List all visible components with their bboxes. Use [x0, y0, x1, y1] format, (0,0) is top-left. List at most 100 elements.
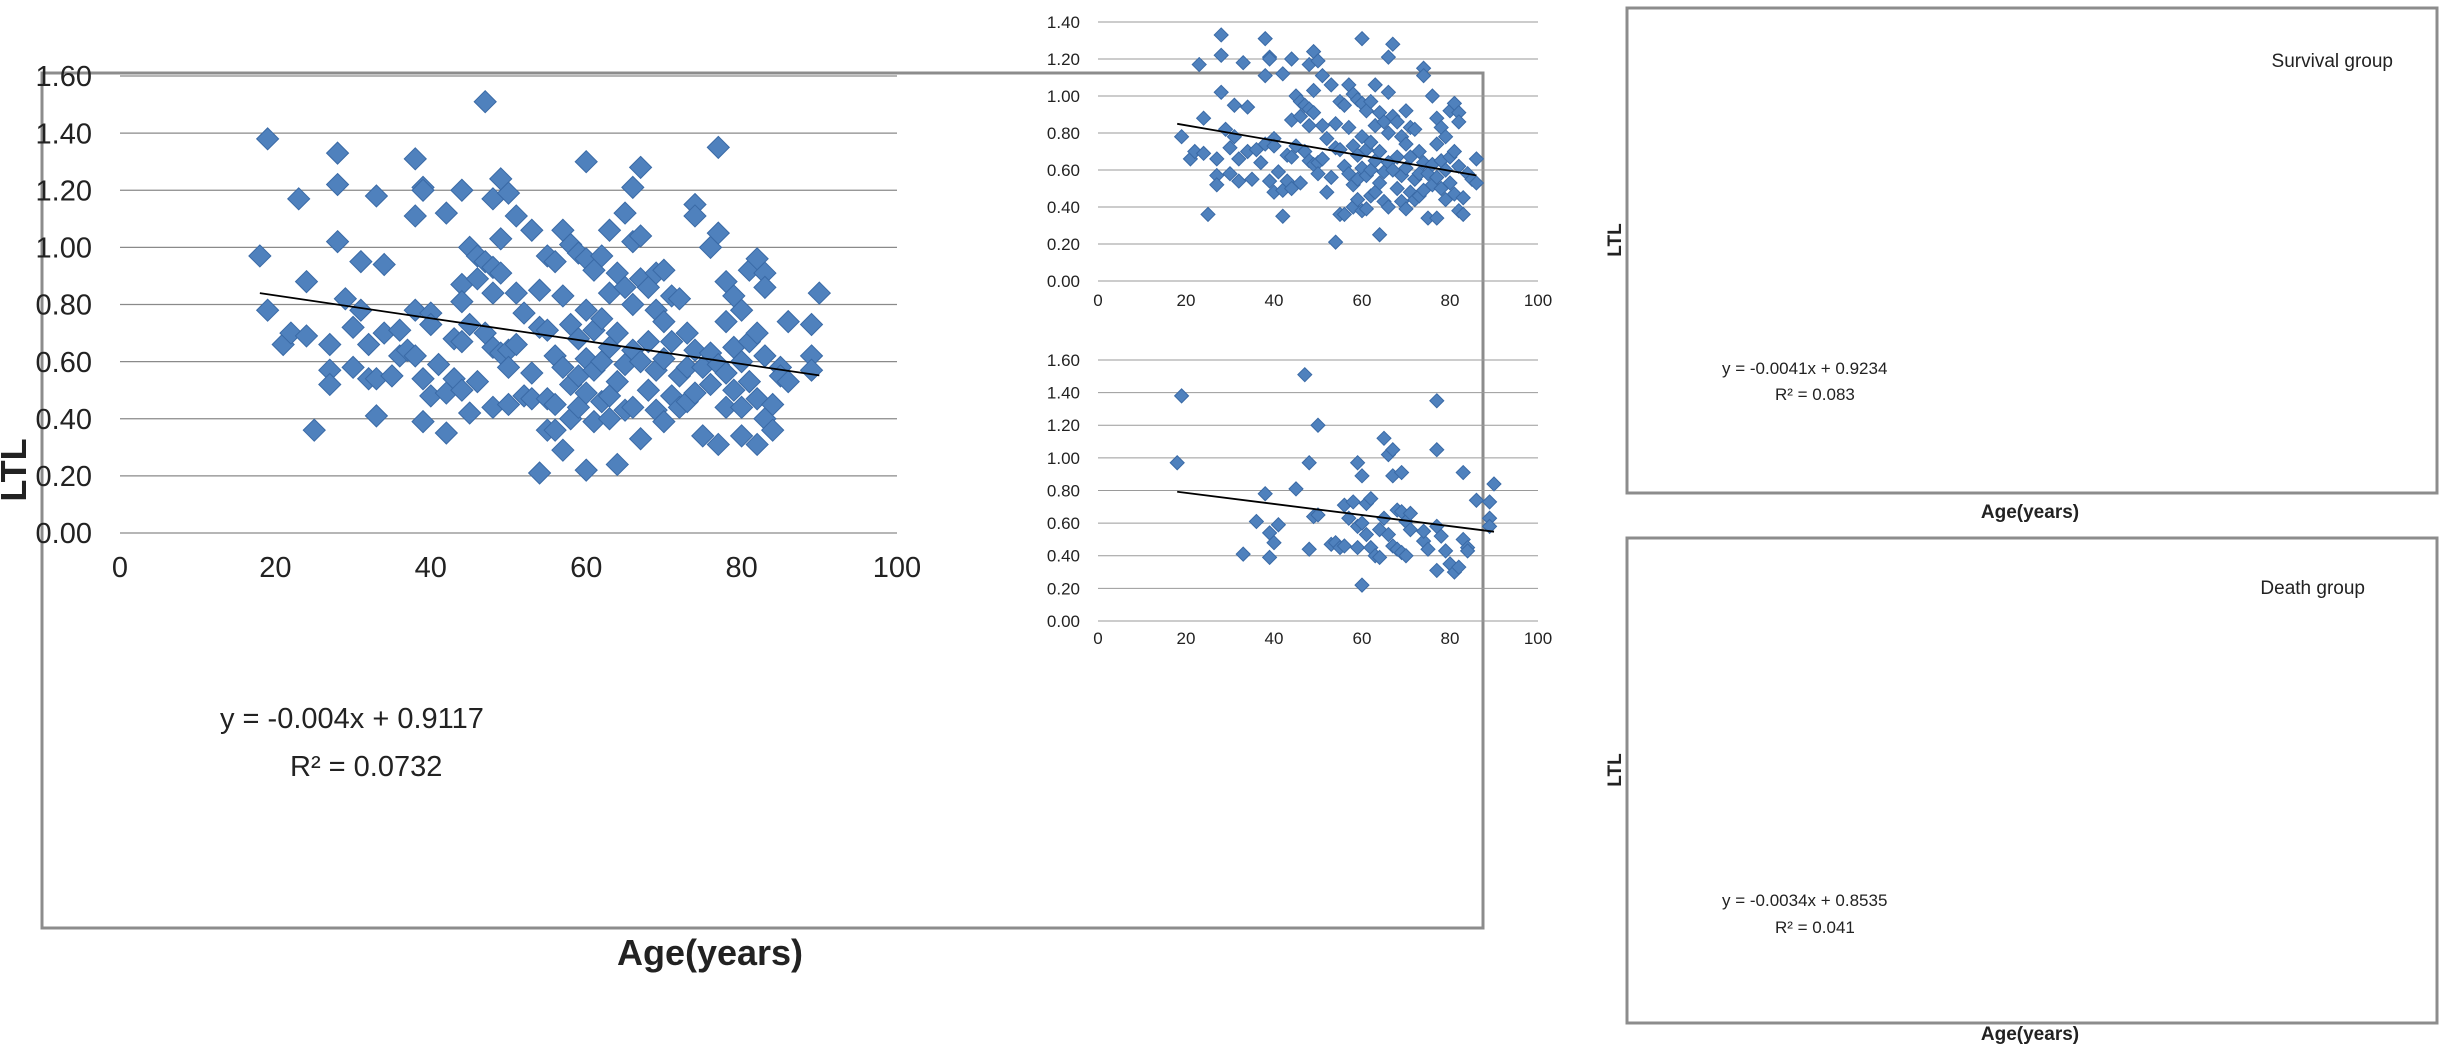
x-tick-label: 40	[1265, 629, 1284, 648]
data-point	[1191, 56, 1207, 73]
data-point	[318, 372, 342, 397]
main-data-points	[248, 89, 832, 485]
data-point	[566, 327, 591, 351]
trendline	[1177, 490, 1495, 533]
data-point	[287, 187, 311, 211]
data-point	[1261, 51, 1278, 67]
data-point	[403, 204, 427, 228]
data-point	[504, 204, 528, 228]
x-tick-label: 80	[1441, 629, 1460, 648]
data-point	[1380, 125, 1397, 141]
data-point	[613, 275, 637, 300]
data-point	[652, 409, 676, 434]
data-point	[1455, 206, 1471, 223]
data-point	[621, 395, 645, 420]
data-point	[1266, 534, 1282, 551]
data-point	[1314, 117, 1331, 134]
data-point	[1380, 526, 1397, 543]
data-point	[520, 218, 544, 242]
data-point	[388, 318, 412, 342]
data-point	[1393, 464, 1410, 481]
data-point	[1275, 208, 1291, 224]
data-point	[605, 452, 629, 477]
data-point	[1319, 130, 1335, 147]
data-point	[1195, 110, 1212, 126]
data-point	[574, 381, 598, 405]
data-point	[1429, 169, 1445, 186]
y-tick-label: 1.40	[1047, 13, 1080, 32]
data-point	[1200, 206, 1216, 223]
data-point	[279, 321, 303, 345]
data-point	[1327, 234, 1344, 250]
survival-chart-frame	[1625, 6, 2439, 495]
data-point	[1398, 548, 1414, 564]
x-tick-label: 40	[1265, 291, 1284, 310]
data-point	[737, 369, 762, 394]
data-point	[1376, 430, 1392, 447]
y-tick-label: 1.00	[1047, 87, 1080, 106]
data-point	[1261, 549, 1278, 566]
data-point	[255, 127, 280, 151]
data-point	[745, 321, 769, 345]
data-point	[1169, 455, 1185, 471]
data-point	[1261, 173, 1278, 189]
data-point	[691, 424, 715, 448]
data-point	[1380, 49, 1397, 65]
data-point	[1266, 138, 1282, 154]
data-point	[318, 332, 342, 357]
data-point	[597, 218, 622, 242]
data-point	[574, 458, 598, 482]
data-point	[1270, 164, 1287, 180]
data-point	[1336, 538, 1353, 554]
y-tick-label: 1.00	[1047, 449, 1080, 468]
data-point	[1239, 99, 1256, 115]
y-tick-label: 0.60	[1047, 514, 1080, 533]
data-point	[652, 258, 676, 282]
data-point	[1257, 30, 1273, 47]
data-point	[1314, 67, 1331, 84]
data-point	[1195, 145, 1212, 162]
data-point	[325, 172, 350, 197]
y-tick-label: 1.40	[1047, 384, 1080, 403]
data-point	[1481, 494, 1498, 510]
y-tick-label: 0.00	[1047, 272, 1080, 291]
data-point	[760, 418, 785, 442]
data-point	[496, 355, 521, 380]
data-point	[652, 309, 676, 334]
data-point	[1455, 190, 1471, 206]
x-tick-label: 0	[1093, 291, 1102, 310]
data-point	[714, 309, 738, 334]
data-point	[605, 321, 629, 345]
data-point	[543, 249, 567, 274]
data-point	[729, 395, 754, 420]
data-point	[1429, 210, 1445, 226]
data-point	[1371, 175, 1388, 191]
data-point	[1398, 103, 1414, 119]
data-point	[574, 298, 598, 322]
data-point	[1363, 490, 1379, 507]
data-point	[613, 201, 637, 225]
y-tick-label: 0.80	[36, 290, 92, 322]
data-point	[411, 367, 435, 391]
data-point	[551, 355, 575, 380]
data-point	[527, 278, 552, 302]
main-scatter-chart: 0.00 0.20 0.40 0.60 0.80 1.00 1.20 1.40 1.60 0 20…	[0, 61, 1485, 973]
y-tick-label: 0.40	[1047, 198, 1080, 217]
data-point	[675, 355, 699, 380]
data-point	[543, 392, 567, 417]
data-point	[1358, 201, 1375, 217]
data-point	[621, 175, 645, 200]
data-point	[776, 309, 800, 334]
data-point	[356, 332, 381, 357]
data-point	[1226, 97, 1243, 113]
data-point	[698, 372, 723, 397]
data-point	[729, 349, 754, 374]
data-point	[551, 438, 575, 462]
data-point	[1336, 206, 1353, 223]
data-point	[1257, 67, 1273, 84]
data-point	[1244, 171, 1260, 187]
data-point	[1442, 175, 1458, 191]
data-point	[450, 378, 474, 402]
y-tick-label: 1.40	[36, 118, 92, 150]
data-point	[1415, 523, 1432, 539]
